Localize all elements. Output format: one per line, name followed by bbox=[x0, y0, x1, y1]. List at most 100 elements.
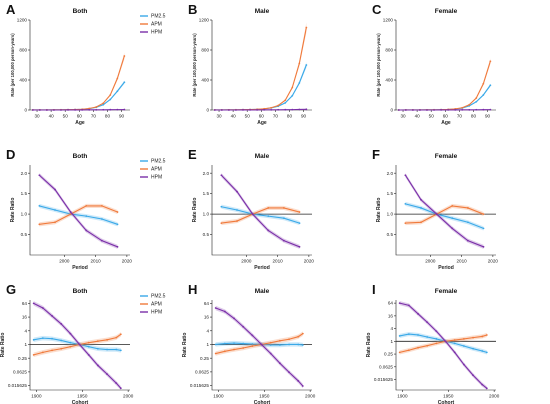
series-hpm bbox=[214, 305, 304, 389]
data-point bbox=[220, 222, 223, 224]
data-point bbox=[466, 239, 469, 242]
data-point bbox=[242, 342, 245, 345]
data-point bbox=[288, 371, 290, 374]
panel-label: H bbox=[188, 282, 197, 297]
data-point bbox=[69, 345, 72, 348]
y-tick-label: 0.0625 bbox=[13, 369, 27, 374]
data-point bbox=[100, 205, 103, 207]
data-point bbox=[398, 351, 401, 354]
data-point bbox=[291, 108, 294, 111]
data-point bbox=[466, 207, 469, 209]
data-point bbox=[475, 97, 478, 99]
x-axis-label: Age bbox=[75, 120, 85, 126]
data-point bbox=[251, 345, 254, 347]
data-point bbox=[482, 227, 485, 230]
data-point bbox=[426, 321, 429, 324]
data-point bbox=[481, 335, 484, 338]
data-point bbox=[288, 343, 290, 346]
data-point bbox=[214, 352, 217, 355]
y-tick-label: 400 bbox=[201, 78, 209, 83]
data-point bbox=[472, 347, 474, 350]
data-point bbox=[297, 343, 300, 346]
data-point bbox=[249, 109, 251, 111]
x-tick-label: 1950 bbox=[443, 394, 454, 399]
data-point bbox=[123, 81, 126, 84]
series-hpm bbox=[404, 173, 485, 249]
data-point bbox=[451, 227, 454, 230]
data-point bbox=[87, 345, 90, 348]
data-point bbox=[482, 213, 485, 215]
series-apm bbox=[404, 203, 485, 226]
data-point bbox=[277, 108, 280, 111]
panel-title: Female bbox=[435, 288, 458, 295]
x-tick-label: 60 bbox=[443, 114, 449, 119]
x-tick-label: 70 bbox=[273, 114, 279, 119]
panel-c: C Female 0 400 800 1200 30 40 50 60 70 80 90 Age Rate … bbox=[372, 2, 496, 126]
data-point bbox=[270, 106, 273, 109]
x-axis-label: Period bbox=[254, 265, 270, 271]
data-point bbox=[447, 109, 450, 111]
data-point bbox=[267, 229, 270, 232]
y-tick-label: 1200 bbox=[199, 18, 210, 23]
confidence-band bbox=[32, 52, 125, 110]
y-tick-label: 16 bbox=[204, 315, 210, 320]
y-tick-label: 4 bbox=[24, 328, 27, 333]
panel-title: Male bbox=[255, 8, 270, 15]
confidence-band bbox=[214, 22, 307, 110]
x-tick-label: 60 bbox=[77, 114, 83, 119]
y-tick-label: 1 bbox=[390, 339, 393, 344]
data-point bbox=[256, 109, 258, 111]
data-point bbox=[407, 333, 410, 335]
panel-label: A bbox=[6, 2, 16, 17]
data-point bbox=[404, 222, 407, 224]
data-point bbox=[263, 108, 266, 111]
data-point bbox=[269, 344, 272, 346]
data-point bbox=[472, 374, 474, 377]
x-tick-label: 2010 bbox=[273, 259, 284, 264]
data-point bbox=[435, 330, 438, 333]
data-point bbox=[95, 108, 98, 111]
y-tick-label: 800 bbox=[201, 48, 209, 53]
data-point bbox=[81, 109, 84, 111]
x-axis-label: Cohort bbox=[254, 400, 271, 404]
x-tick-label: 2000 bbox=[489, 394, 500, 399]
series-apm bbox=[38, 203, 119, 227]
data-point bbox=[298, 82, 301, 84]
y-tick-label: 1.5 bbox=[387, 191, 394, 196]
data-point bbox=[278, 362, 281, 365]
x-tick-label: 2000 bbox=[123, 394, 134, 399]
data-point bbox=[67, 109, 69, 111]
x-tick-label: 60 bbox=[259, 114, 265, 119]
data-point bbox=[270, 108, 273, 111]
data-point bbox=[475, 100, 478, 103]
data-point bbox=[489, 60, 492, 63]
data-point bbox=[269, 341, 272, 344]
x-axis-label: Period bbox=[438, 265, 454, 271]
data-point bbox=[54, 188, 56, 191]
data-point bbox=[485, 351, 488, 354]
x-tick-label: 2020 bbox=[304, 259, 315, 264]
data-point bbox=[115, 336, 118, 339]
data-point bbox=[54, 209, 56, 211]
y-axis-label: Rate Ratio bbox=[376, 198, 382, 223]
data-point bbox=[277, 104, 280, 107]
data-point bbox=[236, 190, 238, 193]
y-tick-label: 64 bbox=[22, 301, 28, 306]
data-point bbox=[32, 353, 35, 356]
data-point bbox=[220, 174, 223, 177]
legend-label: HPM bbox=[151, 175, 162, 181]
series-line bbox=[39, 205, 118, 225]
data-point bbox=[301, 344, 304, 346]
x-tick-label: 2000 bbox=[305, 394, 316, 399]
data-point bbox=[116, 223, 119, 226]
data-point bbox=[119, 333, 122, 336]
data-point bbox=[31, 109, 34, 111]
data-point bbox=[485, 334, 488, 336]
panel-e: E Male 0.5 1.0 1.5 2.0 2000 2010 2020 Period Rate … bbox=[188, 147, 314, 271]
data-point bbox=[482, 108, 485, 111]
data-point bbox=[119, 349, 122, 352]
data-point bbox=[106, 373, 108, 375]
x-tick-label: 50 bbox=[245, 114, 251, 119]
x-tick-label: 90 bbox=[301, 114, 307, 119]
